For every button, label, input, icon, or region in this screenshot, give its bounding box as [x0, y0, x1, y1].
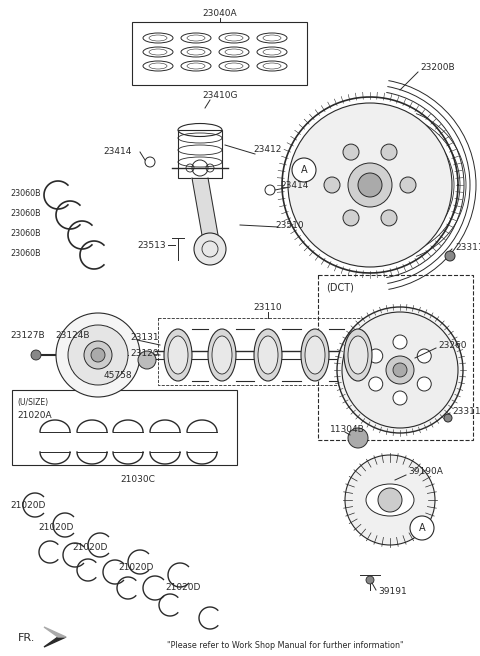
Circle shape — [381, 210, 397, 226]
Circle shape — [348, 163, 392, 207]
Circle shape — [68, 325, 128, 385]
Ellipse shape — [168, 336, 188, 374]
Circle shape — [393, 391, 407, 405]
Circle shape — [386, 356, 414, 384]
Circle shape — [393, 335, 407, 349]
Ellipse shape — [212, 336, 232, 374]
Polygon shape — [192, 178, 218, 235]
Circle shape — [417, 377, 431, 391]
Text: 23510: 23510 — [276, 220, 304, 230]
Circle shape — [288, 103, 452, 267]
Text: 23110: 23110 — [254, 304, 282, 312]
Text: 23513: 23513 — [138, 241, 166, 249]
Text: FR.: FR. — [18, 633, 36, 643]
Text: "Please refer to Work Shop Manual for further information": "Please refer to Work Shop Manual for fu… — [167, 640, 403, 649]
Circle shape — [342, 312, 458, 428]
Circle shape — [378, 488, 402, 512]
Circle shape — [31, 350, 41, 360]
Circle shape — [84, 341, 112, 369]
Bar — [178, 130, 222, 178]
Circle shape — [444, 414, 452, 422]
Circle shape — [366, 576, 374, 584]
Text: 21020D: 21020D — [118, 562, 154, 571]
Circle shape — [91, 348, 105, 362]
Bar — [132, 22, 307, 85]
Text: 23060B: 23060B — [10, 249, 41, 258]
Ellipse shape — [164, 329, 192, 381]
Circle shape — [369, 377, 383, 391]
Circle shape — [381, 144, 397, 160]
Circle shape — [337, 307, 463, 433]
Circle shape — [400, 177, 416, 193]
Text: A: A — [419, 523, 425, 533]
Text: 23060B: 23060B — [10, 228, 41, 237]
Text: 23127B: 23127B — [10, 331, 45, 340]
Text: A: A — [300, 165, 307, 175]
Circle shape — [343, 210, 359, 226]
Text: 23124B: 23124B — [55, 331, 89, 340]
Polygon shape — [44, 637, 66, 647]
Text: 21030C: 21030C — [120, 476, 155, 485]
Ellipse shape — [301, 329, 329, 381]
Text: 23311A: 23311A — [452, 407, 480, 417]
Text: 21020D: 21020D — [38, 522, 73, 531]
Text: 23311A: 23311A — [455, 243, 480, 253]
Text: 11304B: 11304B — [330, 426, 365, 434]
Text: 21020D: 21020D — [165, 583, 200, 592]
Circle shape — [393, 363, 407, 377]
Text: 23414: 23414 — [281, 180, 309, 190]
Ellipse shape — [366, 484, 414, 516]
Circle shape — [445, 251, 455, 261]
Circle shape — [343, 144, 359, 160]
Polygon shape — [44, 627, 66, 637]
Circle shape — [292, 158, 316, 182]
Circle shape — [324, 177, 340, 193]
Text: 39190A: 39190A — [408, 468, 443, 476]
Text: 23120: 23120 — [130, 348, 158, 358]
Circle shape — [345, 455, 435, 545]
Circle shape — [410, 516, 434, 540]
Circle shape — [56, 313, 140, 397]
Ellipse shape — [254, 329, 282, 381]
Text: 23060B: 23060B — [10, 209, 41, 218]
Circle shape — [194, 233, 226, 265]
Ellipse shape — [258, 336, 278, 374]
Circle shape — [138, 351, 156, 369]
Text: 23412: 23412 — [254, 146, 282, 155]
Circle shape — [369, 349, 383, 363]
Text: 21020A: 21020A — [17, 411, 52, 419]
Text: 23414: 23414 — [104, 148, 132, 157]
Text: 45758: 45758 — [104, 371, 132, 380]
Text: 23060B: 23060B — [10, 188, 41, 197]
Circle shape — [358, 173, 382, 197]
Text: 21020D: 21020D — [72, 544, 108, 552]
Bar — [318, 275, 473, 440]
Text: 23200B: 23200B — [420, 64, 455, 73]
Text: (DCT): (DCT) — [326, 282, 354, 292]
Ellipse shape — [208, 329, 236, 381]
Ellipse shape — [305, 336, 325, 374]
Bar — [12, 390, 237, 465]
Text: 23260: 23260 — [438, 340, 467, 350]
Circle shape — [417, 349, 431, 363]
Text: (U/SIZE): (U/SIZE) — [17, 398, 48, 407]
Circle shape — [348, 428, 368, 448]
Ellipse shape — [344, 329, 372, 381]
Text: 23131: 23131 — [130, 333, 158, 342]
Ellipse shape — [348, 336, 368, 374]
Text: 23040A: 23040A — [203, 9, 237, 18]
Text: 23410G: 23410G — [202, 91, 238, 100]
Text: 39191: 39191 — [378, 588, 407, 596]
Text: 21020D: 21020D — [10, 501, 46, 510]
